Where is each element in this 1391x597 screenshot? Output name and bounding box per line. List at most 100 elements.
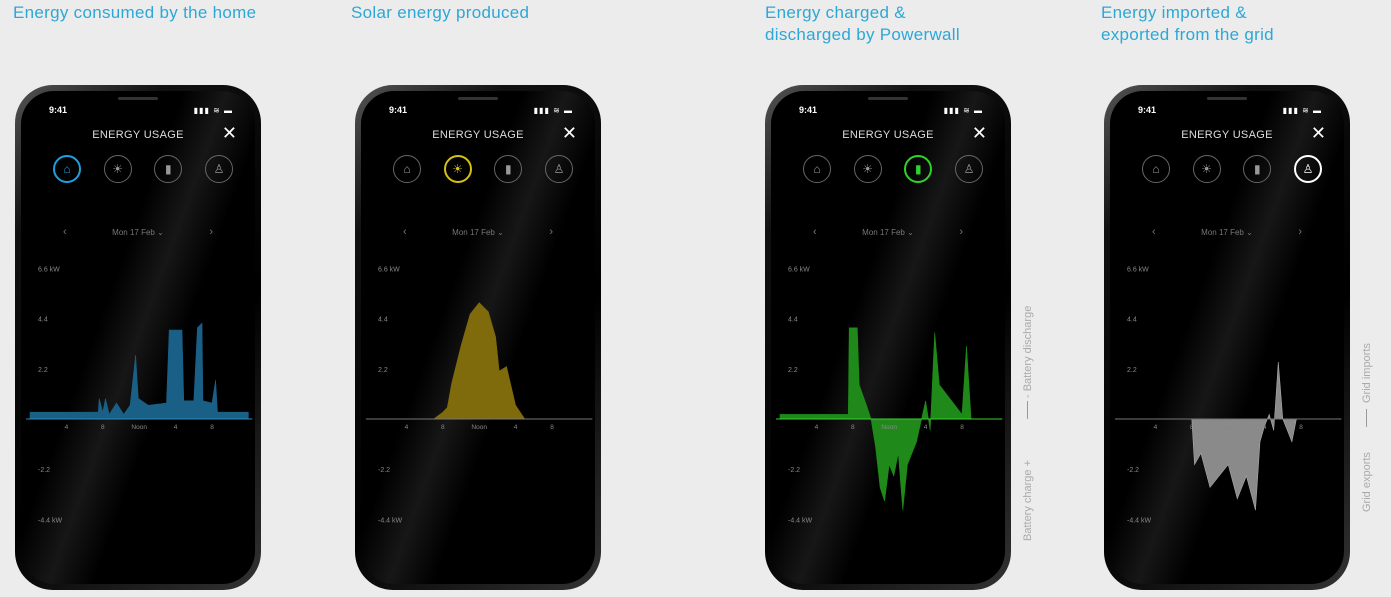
divider [1027, 401, 1028, 419]
y-tick-label: 2.2 [1127, 367, 1137, 374]
tab-home[interactable]: ⌂ [53, 155, 81, 183]
screen: 9:41 ▮▮▮ ≋ ▬ ENERGY USAGE ✕ ⌂ ☀ ▮ ♙ ‹ Mon 1… [771, 91, 1005, 584]
next-day-button[interactable]: › [959, 226, 963, 238]
x-tick-label: Noon [471, 424, 487, 431]
y-tick-label: -2.2 [38, 467, 50, 474]
grid-icon: ♙ [963, 162, 975, 176]
powerwall-icon: ▮ [505, 162, 512, 176]
powerwall-icon: ▮ [1254, 162, 1261, 176]
tab-solar[interactable]: ☀ [1192, 155, 1221, 183]
status-icons: ▮▮▮ ≋ ▬ [1282, 106, 1322, 115]
side-label-powerwall-bottom: Battery charge + [1022, 459, 1034, 541]
x-tick-label: 8 [1299, 424, 1303, 431]
date-label: Mon 17 Feb [862, 228, 905, 237]
next-day-button[interactable]: › [549, 226, 553, 238]
prev-day-button[interactable]: ‹ [813, 226, 817, 238]
tab-solar[interactable]: ☀ [853, 155, 882, 183]
source-tabs: ⌂ ☀ ▮ ♙ [53, 155, 233, 183]
phone-home: 9:41 ▮▮▮ ≋ ▬ ENERGY USAGE ✕ ⌂ ☀ ▮ ♙ ‹ Mon 1… [15, 85, 261, 590]
y-tick-label: 4.4 [788, 317, 798, 324]
tab-home[interactable]: ⌂ [393, 155, 421, 183]
source-tabs: ⌂ ☀ ▮ ♙ [803, 155, 983, 183]
tab-grid[interactable]: ♙ [544, 155, 573, 183]
side-label-grid-top: Grid imports [1361, 343, 1373, 403]
powerwall-icon: ▮ [165, 162, 172, 176]
y-tick-label: -4.4 kW [378, 517, 403, 524]
y-tick-label: 4.4 [38, 317, 48, 324]
status-icons: ▮▮▮ ≋ ▬ [533, 106, 573, 115]
next-day-button[interactable]: › [209, 226, 213, 238]
screen: 9:41 ▮▮▮ ≋ ▬ ENERGY USAGE ✕ ⌂ ☀ ▮ ♙ ‹ Mon 1… [21, 91, 255, 584]
tab-powerwall[interactable]: ▮ [494, 155, 523, 183]
tab-home[interactable]: ⌂ [1142, 155, 1170, 183]
close-button[interactable]: ✕ [1310, 123, 1326, 143]
date-selector[interactable]: Mon 17 Feb ⌄ [771, 228, 1005, 237]
tab-solar[interactable]: ☀ [443, 155, 472, 183]
close-button[interactable]: ✕ [971, 123, 987, 143]
phone-solar: 9:41 ▮▮▮ ≋ ▬ ENERGY USAGE ✕ ⌂ ☀ ▮ ♙ ‹ Mon 1… [355, 85, 601, 590]
chevron-down-icon: ⌄ [907, 228, 914, 237]
y-tick-label: 6.6 kW [788, 267, 810, 274]
notch [868, 97, 908, 100]
energy-chart: 6.6 kW 4.4 2.2 -2.2 -4.4 kW 4 8 Noon 4 8 [1115, 267, 1342, 524]
tab-powerwall[interactable]: ▮ [904, 155, 933, 183]
series-area-grid [1119, 361, 1338, 511]
divider [1366, 409, 1367, 427]
tab-home[interactable]: ⌂ [803, 155, 831, 183]
solar-icon: ☀ [862, 162, 874, 176]
chevron-down-icon: ⌄ [497, 228, 504, 237]
x-tick-label: 4 [924, 424, 928, 431]
side-label-grid-bottom: Grid exports [1361, 452, 1373, 512]
caption-grid: Energy imported & exported from the grid [1101, 3, 1274, 44]
y-tick-label: 6.6 kW [1127, 267, 1149, 274]
y-tick-label: 2.2 [378, 367, 388, 374]
caption-powerwall: Energy charged & discharged by Powerwall [765, 3, 960, 44]
notch [1207, 97, 1247, 100]
page-title: ENERGY USAGE [432, 129, 524, 141]
next-day-button[interactable]: › [1298, 226, 1302, 238]
tab-solar[interactable]: ☀ [103, 155, 132, 183]
prev-day-button[interactable]: ‹ [403, 226, 407, 238]
date-selector[interactable]: Mon 17 Feb ⌄ [1110, 228, 1344, 237]
tab-powerwall[interactable]: ▮ [1243, 155, 1272, 183]
status-time: 9:41 [389, 105, 408, 115]
status-time: 9:41 [799, 105, 818, 115]
caption-solar: Solar energy produced [351, 3, 530, 22]
caption-home: Energy consumed by the home [13, 3, 257, 22]
source-tabs: ⌂ ☀ ▮ ♙ [393, 155, 573, 183]
chevron-down-icon: ⌄ [1246, 228, 1253, 237]
y-tick-label: -2.2 [378, 467, 390, 474]
screen: 9:41 ▮▮▮ ≋ ▬ ENERGY USAGE ✕ ⌂ ☀ ▮ ♙ ‹ Mon 1… [1110, 91, 1344, 584]
page-title: ENERGY USAGE [842, 129, 934, 141]
status-icons: ▮▮▮ ≋ ▬ [193, 106, 233, 115]
grid-icon: ♙ [213, 162, 225, 176]
tab-powerwall[interactable]: ▮ [154, 155, 183, 183]
x-tick-label: 4 [815, 424, 819, 431]
close-button[interactable]: ✕ [221, 123, 237, 143]
tab-grid[interactable]: ♙ [954, 155, 983, 183]
close-button[interactable]: ✕ [561, 123, 577, 143]
x-tick-label: 4 [405, 424, 409, 431]
side-label-powerwall-top: - Battery discharge [1022, 305, 1034, 398]
home-icon: ⌂ [1152, 162, 1160, 176]
y-tick-label: 6.6 kW [378, 267, 400, 274]
phone-grid: 9:41 ▮▮▮ ≋ ▬ ENERGY USAGE ✕ ⌂ ☀ ▮ ♙ ‹ Mon 1… [1104, 85, 1350, 590]
prev-day-button[interactable]: ‹ [1152, 226, 1156, 238]
date-selector[interactable]: Mon 17 Feb ⌄ [21, 228, 255, 237]
y-tick-label: 4.4 [1127, 317, 1137, 324]
tab-grid[interactable]: ♙ [1293, 155, 1322, 183]
date-selector[interactable]: Mon 17 Feb ⌄ [361, 228, 595, 237]
series-area-home [29, 322, 249, 420]
tab-grid[interactable]: ♙ [204, 155, 233, 183]
notch [118, 97, 158, 100]
x-tick-label: 8 [960, 424, 964, 431]
y-tick-label: -2.2 [788, 467, 800, 474]
page-title: ENERGY USAGE [92, 129, 184, 141]
y-tick-label: -4.4 kW [1127, 517, 1152, 524]
x-tick-label: 4 [1154, 424, 1158, 431]
solar-icon: ☀ [1201, 162, 1213, 176]
y-tick-label: 6.6 kW [38, 267, 60, 274]
prev-day-button[interactable]: ‹ [63, 226, 67, 238]
y-tick-label: 2.2 [38, 367, 48, 374]
date-label: Mon 17 Feb [452, 228, 495, 237]
